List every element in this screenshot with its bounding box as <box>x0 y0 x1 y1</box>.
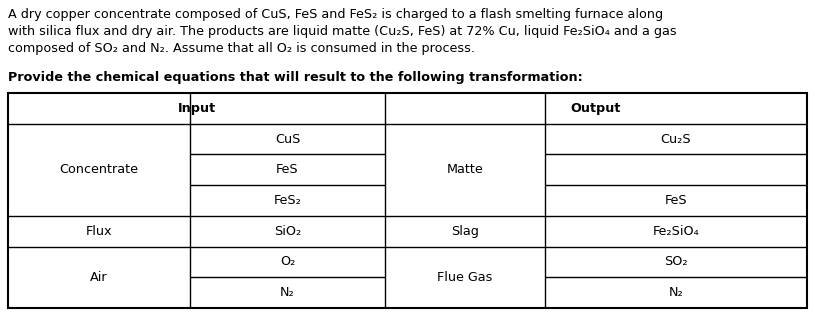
Text: Cu₂S: Cu₂S <box>661 133 691 146</box>
Text: with silica flux and dry air. The products are liquid matte (Cu₂S, FeS) at 72% C: with silica flux and dry air. The produc… <box>8 25 676 38</box>
Text: FeS: FeS <box>276 163 299 176</box>
Bar <box>8 93 807 308</box>
Text: N₂: N₂ <box>280 286 295 299</box>
Text: CuS: CuS <box>275 133 300 146</box>
Text: Flue Gas: Flue Gas <box>438 271 493 284</box>
Text: Output: Output <box>570 102 621 115</box>
Text: O₂: O₂ <box>280 255 295 268</box>
Text: Air: Air <box>90 271 108 284</box>
Text: Provide the chemical equations that will result to the following transformation:: Provide the chemical equations that will… <box>8 71 583 84</box>
Text: FeS₂: FeS₂ <box>274 194 302 207</box>
Text: Slag: Slag <box>451 225 479 238</box>
Text: SO₂: SO₂ <box>664 255 688 268</box>
Text: N₂: N₂ <box>668 286 683 299</box>
Text: Flux: Flux <box>86 225 112 238</box>
Text: composed of SO₂ and N₂. Assume that all O₂ is consumed in the process.: composed of SO₂ and N₂. Assume that all … <box>8 42 475 55</box>
Text: Concentrate: Concentrate <box>59 163 139 176</box>
Text: A dry copper concentrate composed of CuS, FeS and FeS₂ is charged to a flash sme: A dry copper concentrate composed of CuS… <box>8 8 663 21</box>
Text: SiO₂: SiO₂ <box>274 225 301 238</box>
Text: Input: Input <box>178 102 215 115</box>
Text: Matte: Matte <box>447 163 483 176</box>
Text: Fe₂SiO₄: Fe₂SiO₄ <box>653 225 699 238</box>
Text: FeS: FeS <box>665 194 687 207</box>
